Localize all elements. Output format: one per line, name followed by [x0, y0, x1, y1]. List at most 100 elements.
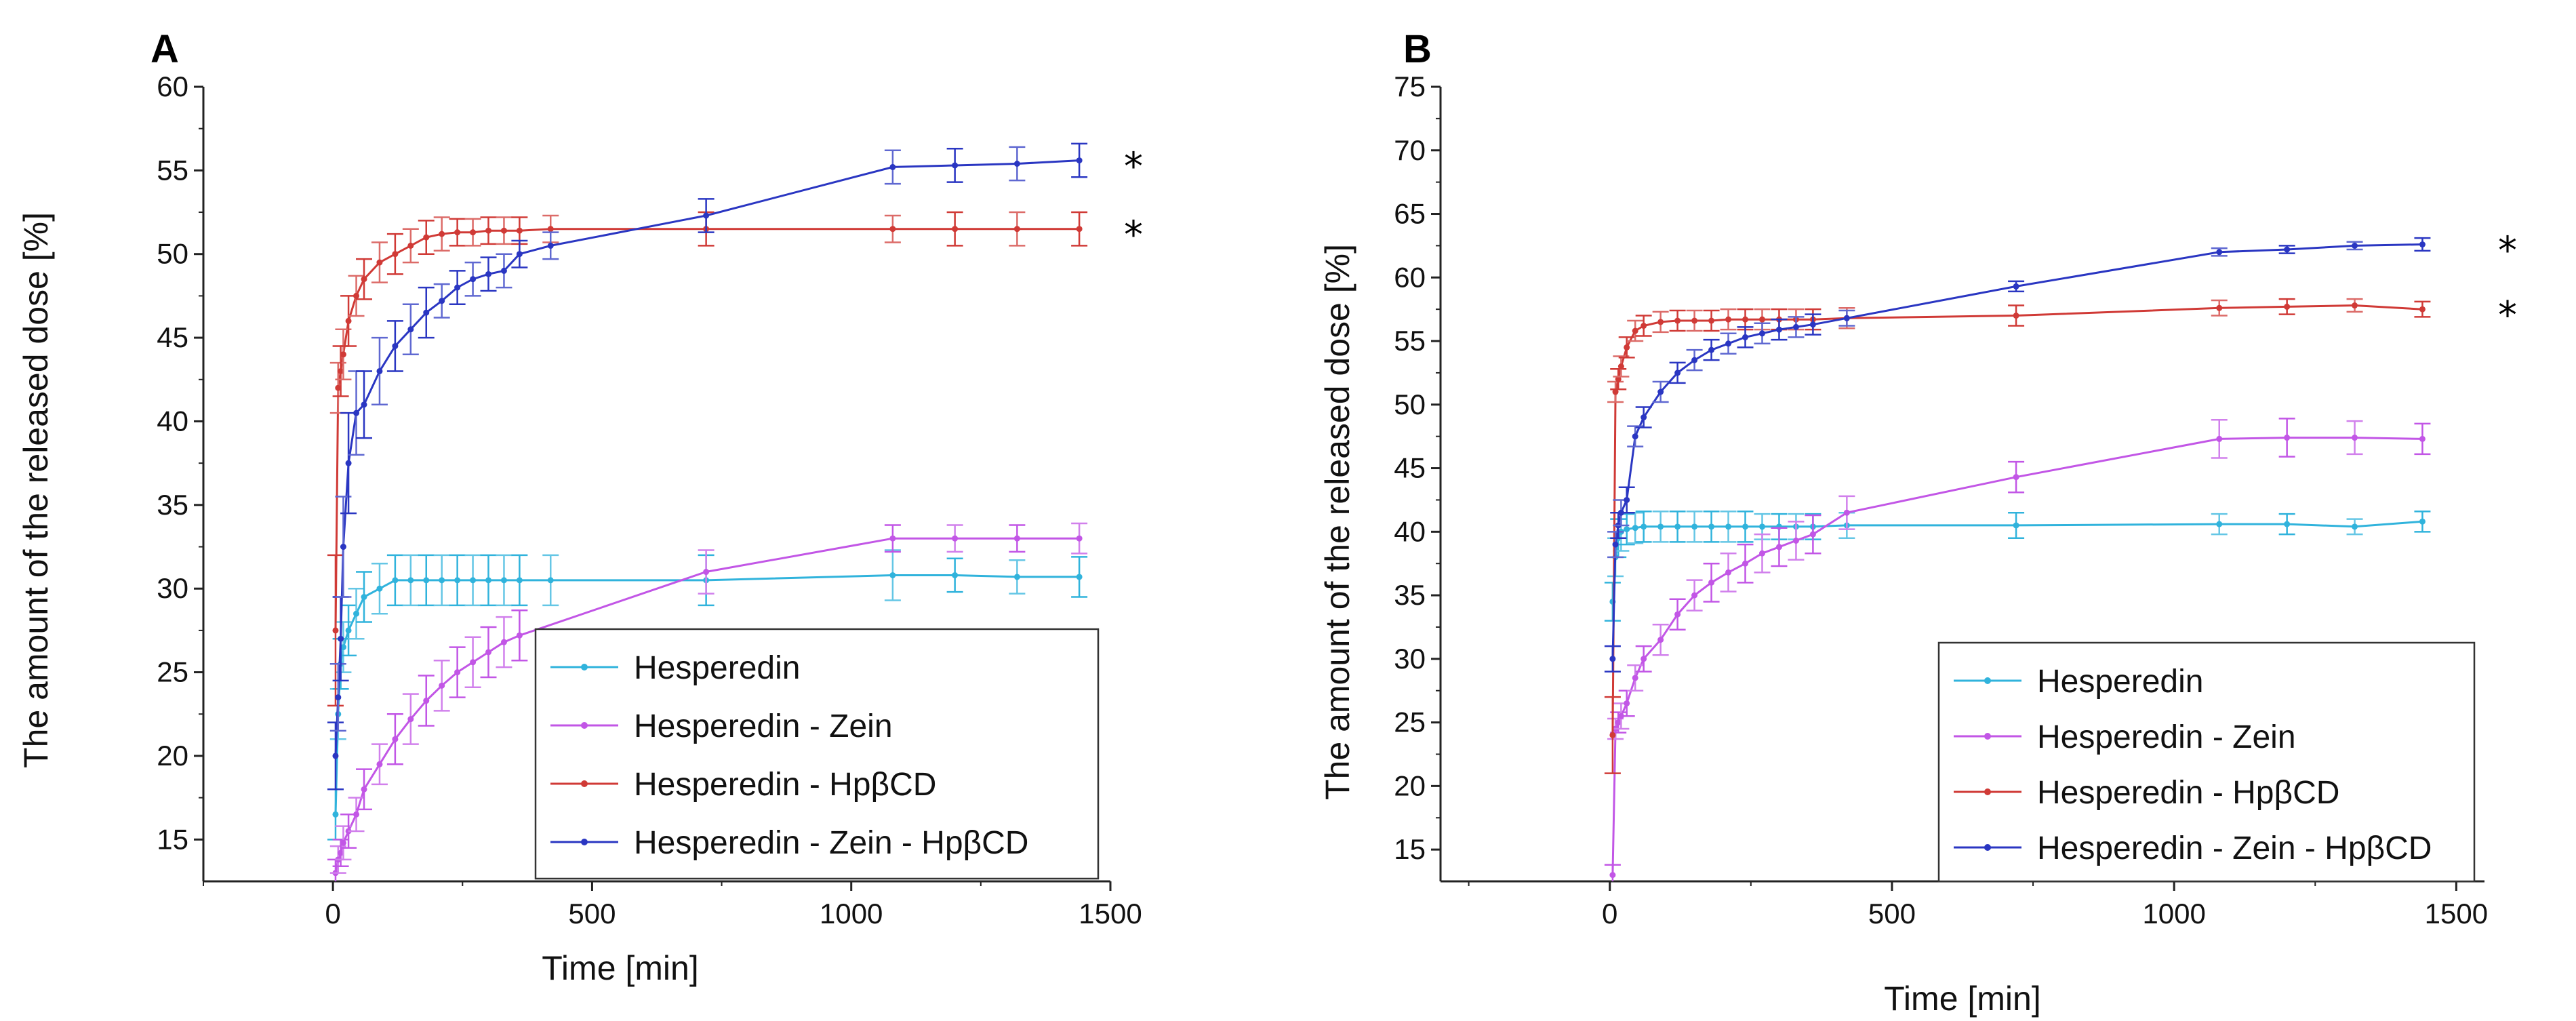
legend-label-b-2: Hesperedin - HpβCD — [2037, 775, 2339, 811]
data-point-a-3 — [392, 342, 399, 349]
legend-marker-a-0 — [581, 664, 588, 670]
data-point-a-3 — [703, 212, 710, 219]
data-point-a-3 — [1013, 160, 1020, 167]
data-point-a-2 — [470, 229, 477, 236]
data-point-b-1 — [1708, 579, 1715, 586]
data-point-b-3 — [2013, 283, 2019, 289]
y-tick-label-a: 45 — [157, 321, 188, 353]
data-point-a-2 — [345, 317, 352, 324]
data-point-b-1 — [1632, 675, 1638, 681]
data-point-a-0 — [500, 577, 507, 584]
y-axis-title-a: The amount of the released dose [%] — [17, 212, 55, 768]
data-point-a-2 — [376, 259, 383, 266]
y-tick-label-b: 50 — [1394, 388, 1426, 420]
y-tick-label-a: 35 — [157, 489, 188, 521]
data-point-a-3 — [547, 242, 554, 249]
y-tick-label-b: 65 — [1394, 198, 1426, 230]
data-point-a-0 — [454, 577, 461, 584]
panel-label-b: B — [1403, 27, 1432, 71]
data-point-b-2 — [2419, 306, 2426, 313]
data-point-b-3 — [1624, 496, 1630, 503]
data-point-b-1 — [1624, 700, 1630, 706]
data-point-a-3 — [338, 635, 344, 642]
data-point-a-3 — [439, 298, 445, 304]
legend-label-a-3: Hesperedin - Zein - HpβCD — [634, 825, 1028, 861]
y-tick-label-a: 60 — [157, 71, 188, 102]
legend-marker-a-3 — [581, 839, 588, 845]
data-point-b-2 — [1615, 376, 1622, 382]
x-axis-title-b: Time [min] — [1884, 980, 2041, 1018]
data-point-a-0 — [407, 577, 414, 584]
data-point-a-2 — [407, 242, 414, 249]
y-tick-label-b: 40 — [1394, 515, 1426, 547]
y-axis-title-b: The amount of the released dose [%] — [1319, 244, 1356, 800]
data-point-a-0 — [332, 811, 339, 818]
series-line-a-1 — [334, 537, 1080, 873]
y-tick-label-b: 55 — [1394, 325, 1426, 357]
data-point-b-0 — [1657, 523, 1664, 530]
data-point-a-3 — [353, 409, 360, 416]
data-point-a-2 — [439, 231, 445, 237]
series-b-1 — [1604, 418, 2431, 881]
data-point-a-0 — [889, 572, 896, 578]
y-tick-label-b: 75 — [1394, 71, 1426, 102]
data-point-a-2 — [392, 251, 399, 258]
data-point-a-0 — [470, 577, 477, 584]
data-point-b-2 — [2284, 303, 2291, 310]
data-point-b-1 — [1809, 531, 1816, 538]
data-point-a-0 — [485, 577, 492, 584]
data-point-b-0 — [1674, 523, 1681, 530]
significance-star-b-2: * — [2498, 294, 2517, 338]
data-point-a-3 — [485, 271, 492, 277]
data-point-b-1 — [2352, 435, 2358, 441]
data-point-b-1 — [2013, 474, 2019, 481]
data-point-b-3 — [1792, 323, 1799, 330]
y-tick-label-b: 25 — [1394, 706, 1426, 738]
data-point-a-2 — [1013, 226, 1020, 233]
data-point-a-0 — [516, 577, 523, 584]
data-point-a-2 — [516, 227, 523, 234]
data-point-b-3 — [1657, 388, 1664, 395]
data-point-b-1 — [1674, 611, 1681, 618]
data-point-b-3 — [2216, 249, 2223, 256]
y-tick-label-a: 55 — [157, 154, 188, 186]
x-tick-label-b: 0 — [1602, 898, 1617, 929]
legend-label-b-3: Hesperedin - Zein - HpβCD — [2037, 830, 2432, 866]
data-point-b-2 — [1617, 363, 1624, 370]
data-point-b-3 — [2284, 246, 2291, 253]
data-point-b-1 — [2419, 435, 2426, 442]
data-point-a-3 — [516, 251, 523, 258]
series-group-b — [1604, 237, 2431, 881]
chart-panel-b: B 15 20 25 30 35 40 45 50 55 60 65 70 75 0 500 1000 1500… — [1319, 27, 2517, 1018]
data-point-b-3 — [1775, 326, 1782, 333]
data-point-a-1 — [439, 682, 445, 689]
data-point-a-2 — [423, 234, 430, 241]
legend-box-a — [534, 628, 1100, 880]
y-tick-label-b: 20 — [1394, 769, 1426, 801]
data-point-b-3 — [1843, 315, 1850, 321]
data-point-b-0 — [2419, 518, 2426, 525]
series-a-2 — [327, 211, 1088, 707]
y-tick-label-a: 30 — [157, 572, 188, 604]
legend-marker-b-3 — [1984, 844, 1991, 851]
data-point-a-1 — [338, 849, 344, 856]
data-point-b-0 — [1708, 523, 1715, 530]
plot-area-a: 15 20 25 30 35 40 45 50 55 60 0 500 1000 1500 * * Hesper… — [157, 71, 1143, 929]
data-point-a-1 — [1076, 535, 1083, 542]
significance-star-a-2: * — [1124, 214, 1143, 258]
data-point-b-2 — [1725, 316, 1732, 323]
data-point-a-1 — [407, 716, 414, 723]
data-point-b-0 — [2013, 522, 2019, 529]
significance-star-b-3: * — [2498, 229, 2517, 273]
data-point-a-3 — [335, 694, 342, 701]
data-point-b-2 — [1691, 317, 1698, 324]
data-point-a-1 — [454, 669, 461, 676]
x-tick-label-b: 1500 — [2425, 898, 2488, 929]
data-point-b-3 — [1612, 541, 1619, 548]
data-point-b-3 — [1809, 321, 1816, 328]
data-point-a-3 — [952, 162, 959, 169]
y-tick-label-b: 30 — [1394, 643, 1426, 675]
data-point-a-3 — [1076, 157, 1083, 164]
data-point-b-1 — [1775, 544, 1782, 550]
data-point-a-0 — [439, 577, 445, 584]
